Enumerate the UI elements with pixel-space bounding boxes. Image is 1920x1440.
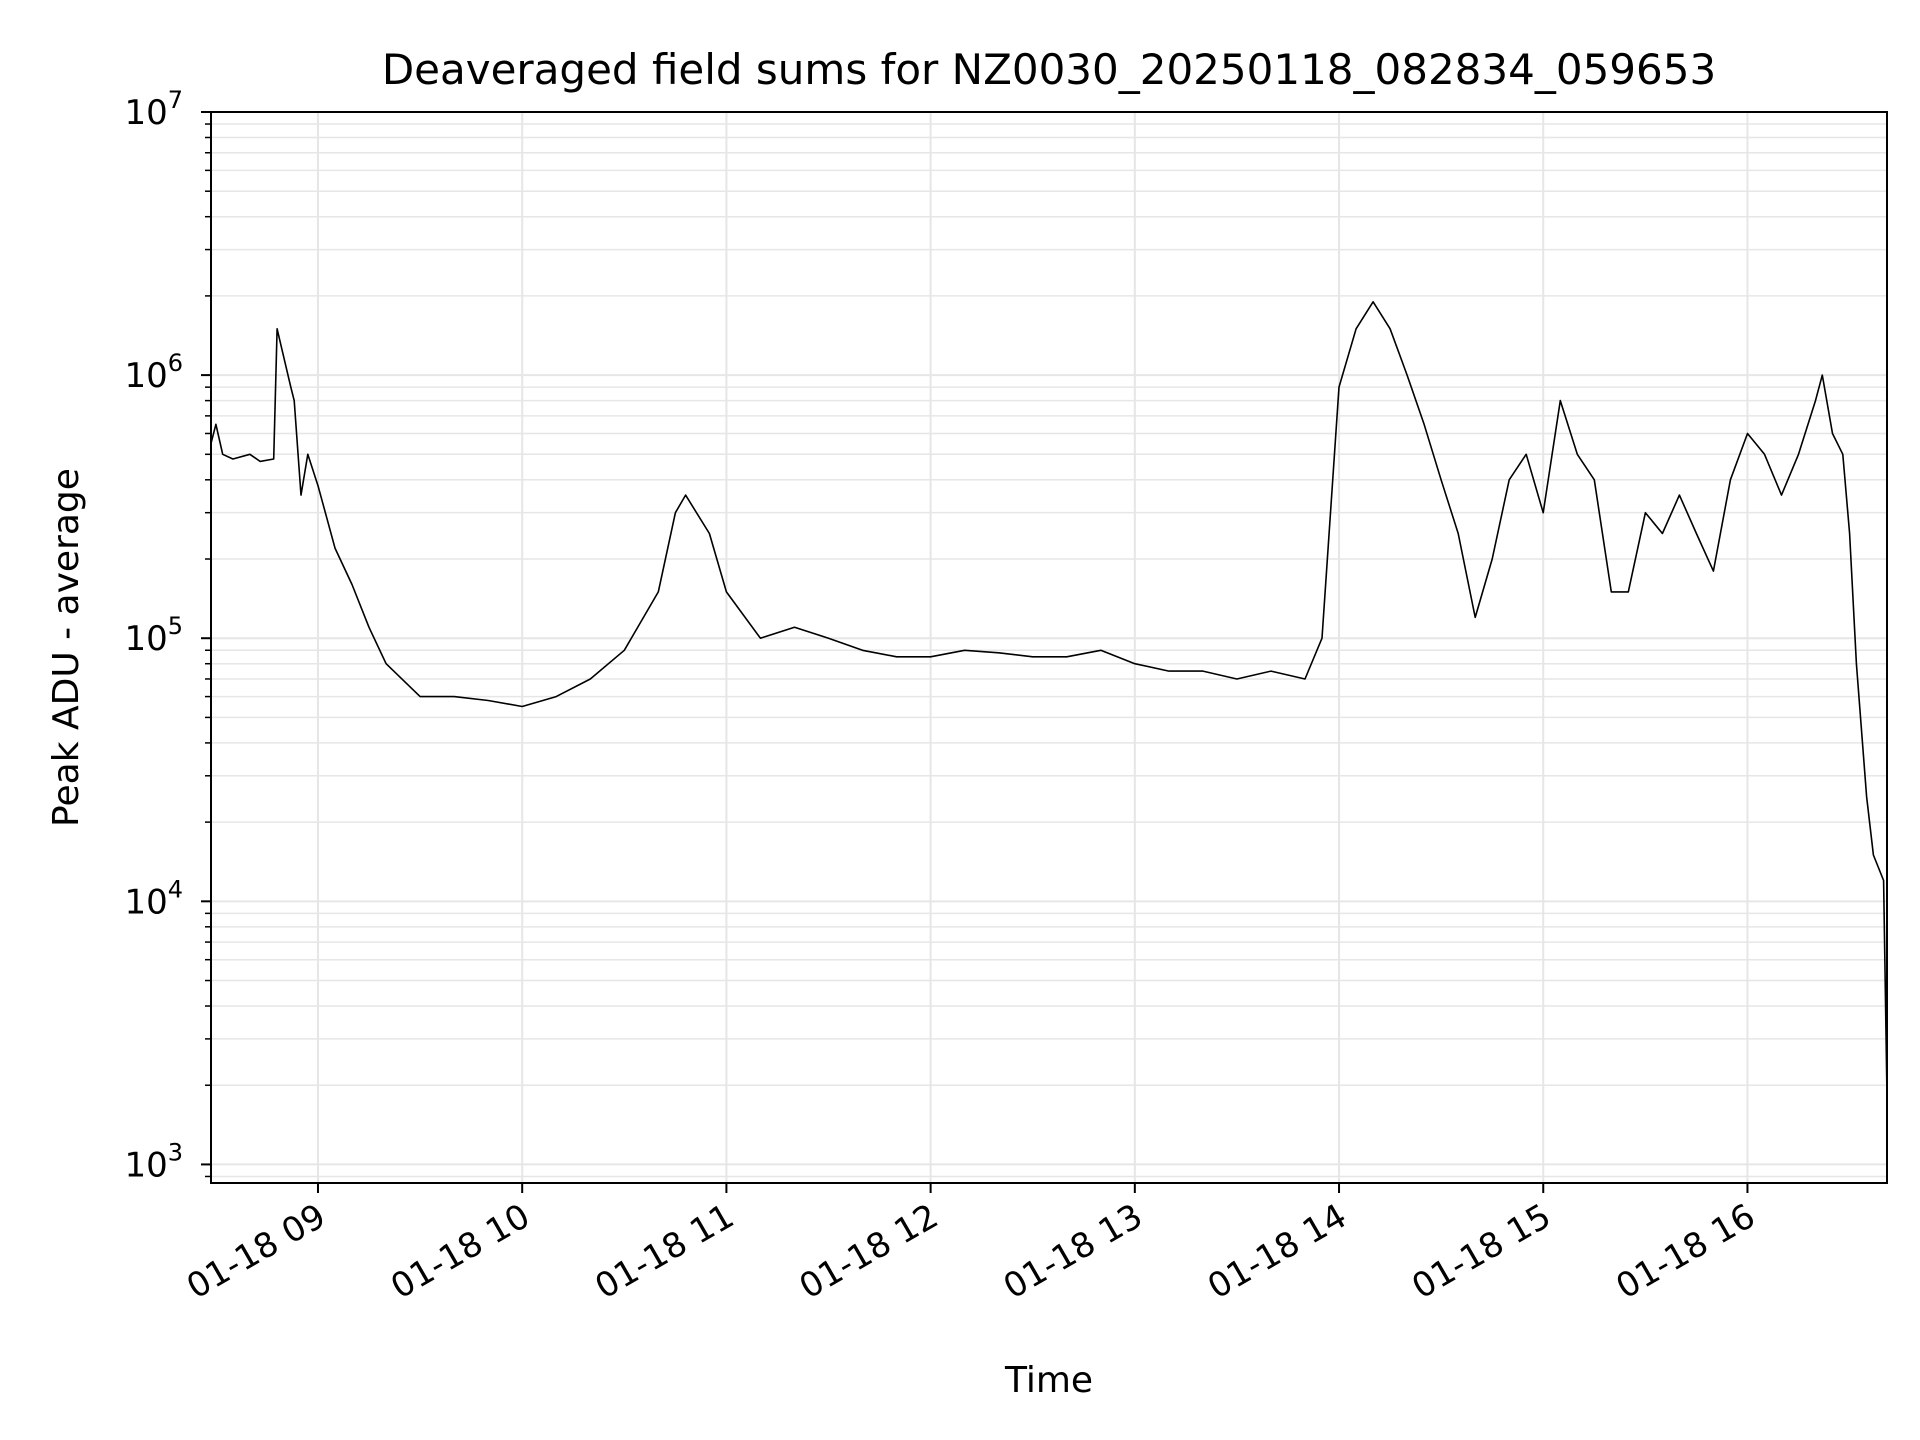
x-tick-label: 01-18 15	[1405, 1196, 1557, 1307]
x-axis-title: Time	[1004, 1360, 1093, 1401]
x-tick-label: 01-18 12	[793, 1196, 945, 1307]
data-layer	[210, 301, 1888, 1098]
y-tick-label: 105	[124, 612, 183, 659]
plot-frame	[210, 111, 1888, 1184]
y-tick-label: 104	[124, 875, 183, 922]
x-tick-label: 01-18 09	[180, 1196, 332, 1307]
y-tick-label: 107	[124, 86, 183, 133]
y-tick-label: 106	[124, 349, 183, 396]
x-tick-label: 01-18 10	[384, 1196, 536, 1307]
y-axis-title: Peak ADU - average	[46, 468, 87, 827]
chart-title: Deaveraged field sums for NZ0030_2025011…	[382, 45, 1716, 94]
x-tick-label: 01-18 14	[1201, 1196, 1353, 1307]
x-tick-label: 01-18 13	[997, 1196, 1149, 1307]
y-tick-label: 103	[124, 1138, 183, 1185]
x-tick-label: 01-18 11	[589, 1196, 741, 1307]
grid-layer	[211, 111, 1887, 1183]
series-line	[210, 301, 1888, 1098]
x-tick-label: 01-18 16	[1610, 1196, 1762, 1307]
